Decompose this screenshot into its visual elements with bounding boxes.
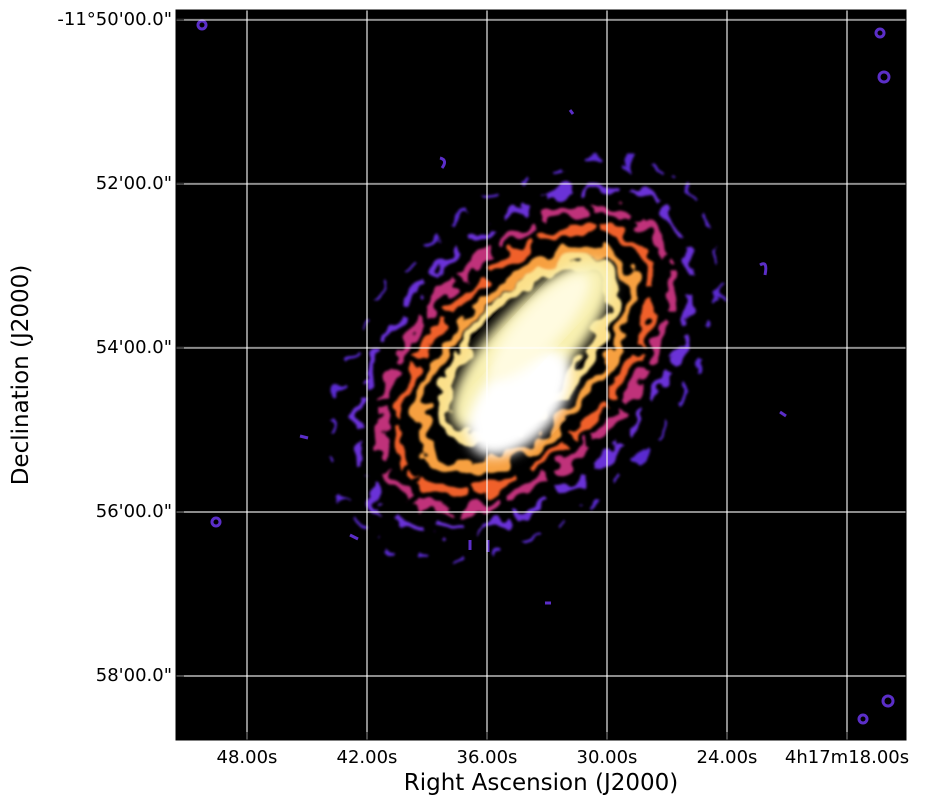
x-tick-label: 4h17m18.00s — [785, 747, 909, 768]
plot-frame — [175, 9, 907, 741]
x-tick-label: 24.00s — [697, 747, 758, 768]
x-axis-title: Right Ascension (J2000) — [404, 770, 679, 796]
x-tick-label: 42.00s — [337, 747, 398, 768]
y-tick-label: 56'00.0" — [96, 501, 172, 522]
y-tick-label: 58'00.0" — [96, 665, 172, 686]
x-tick-label: 48.00s — [217, 747, 278, 768]
x-tick-label: 36.00s — [457, 747, 518, 768]
x-tick-label: 30.00s — [577, 747, 638, 768]
axes: 48.00s 42.00s 36.00s 30.00s 24.00s 4h17m18.00… — [57, 9, 909, 768]
galaxy-image — [196, 19, 895, 725]
y-tick-label: -11°50'00.0" — [57, 9, 172, 30]
y-tick-label: 52'00.0" — [96, 173, 172, 194]
y-tick-label: 54'00.0" — [96, 337, 172, 358]
y-axis-title: Declination (J2000) — [8, 265, 34, 486]
